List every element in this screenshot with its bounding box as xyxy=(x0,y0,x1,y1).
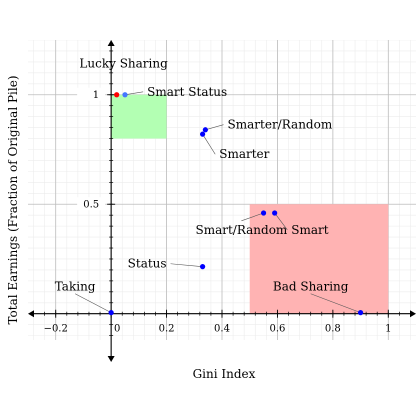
annotation-label-5: Smart xyxy=(291,223,328,237)
annotation-label-1: Smart Status xyxy=(147,85,227,99)
x-tick-label: 0.4 xyxy=(214,324,230,335)
data-point-3 xyxy=(200,131,206,137)
x-tick-label: 0.8 xyxy=(325,324,341,335)
leader-line-8 xyxy=(310,293,361,313)
x-tick-label: 0.2 xyxy=(159,324,175,335)
data-point-5 xyxy=(272,210,278,216)
data-points xyxy=(108,92,364,316)
leader-line-5 xyxy=(274,212,288,230)
x-tick-label: 1 xyxy=(385,324,391,335)
data-point-2 xyxy=(202,127,208,133)
annotations: Lucky Sharing Smart Status Smarter/Random S… xyxy=(55,56,349,293)
x-tick-label: −0.2 xyxy=(44,324,68,335)
leader-line-7 xyxy=(74,293,112,313)
y-axis-arrow-bottom xyxy=(107,356,115,362)
leader-line-3 xyxy=(202,134,216,155)
y-axis-title: Total Earnings (Fraction of Original Pil… xyxy=(6,75,20,324)
annotation-label-7: Taking xyxy=(55,280,96,294)
y-tick-label-bg xyxy=(77,87,106,101)
leader-line-2 xyxy=(205,124,224,131)
x-tick-label-zero: 0 xyxy=(114,324,120,335)
annotation-label-3: Smarter xyxy=(219,147,269,161)
region-0 xyxy=(111,94,167,139)
x-tick-label: 0.6 xyxy=(269,324,285,335)
data-point-8 xyxy=(357,310,364,316)
data-point-0 xyxy=(114,92,120,98)
x-axis-arrow-left xyxy=(28,310,34,318)
annotation-label-0: Lucky Sharing xyxy=(79,56,168,70)
leader-line-6 xyxy=(170,263,203,267)
region-1 xyxy=(249,204,389,314)
x-axis-arrow-right xyxy=(410,310,416,318)
y-tick-label-bg xyxy=(77,197,106,211)
annotation-label-2: Smarter/Random xyxy=(228,118,333,132)
data-point-1 xyxy=(122,92,128,98)
y-tick-label: 0.5 xyxy=(83,200,99,211)
annotation-label-6: Status xyxy=(128,257,167,271)
regions xyxy=(111,94,389,314)
axes: −0.2 0.2 0.4 0.6 0.8 1 0.5 1 0 xyxy=(28,40,416,362)
y-tick-label: 1 xyxy=(93,90,99,101)
data-point-4 xyxy=(260,210,267,216)
data-point-7 xyxy=(108,310,114,316)
leader-line-4 xyxy=(241,212,264,222)
annotation-label-4: Smart/Random xyxy=(195,223,287,237)
leader-line-1 xyxy=(124,91,144,96)
x-axis-title: Gini Index xyxy=(193,367,256,381)
y-axis-arrow-top xyxy=(107,40,115,46)
annotation-label-8: Bad Sharing xyxy=(273,280,349,294)
annotation-leaders xyxy=(74,91,361,313)
data-point-6 xyxy=(200,264,206,270)
